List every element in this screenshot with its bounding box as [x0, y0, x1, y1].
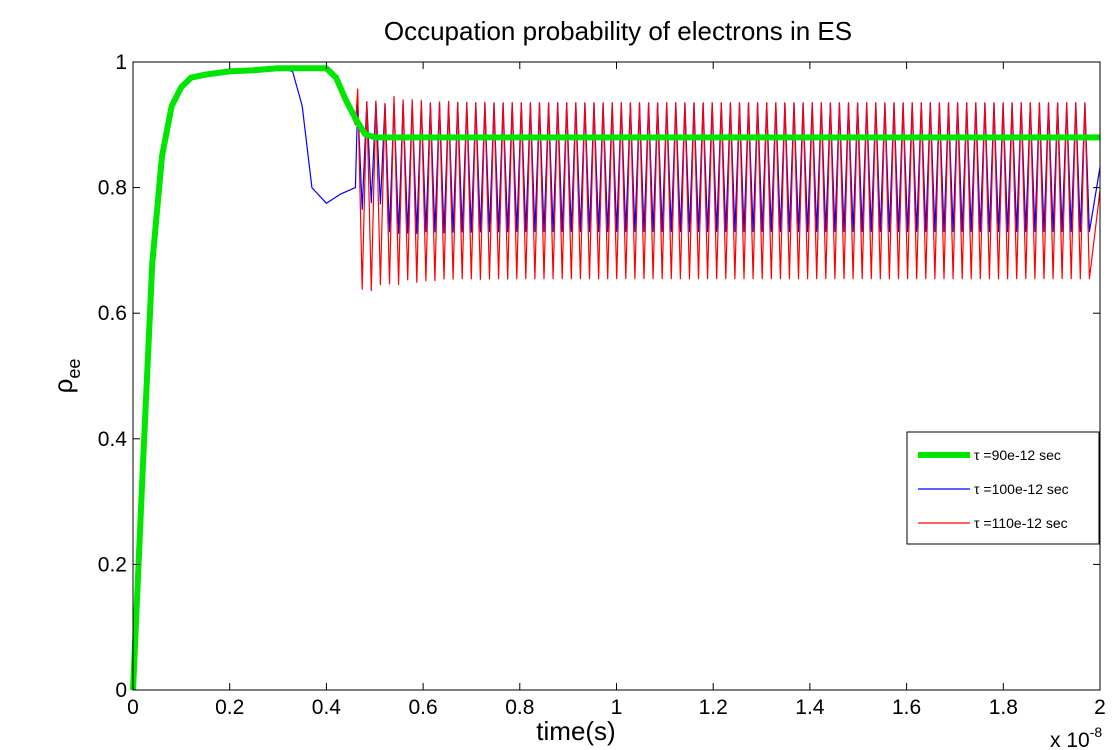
- x-tick-label: 1: [611, 696, 623, 719]
- y-axis-label-subscript: ee: [64, 359, 84, 379]
- series-line-3: [132, 67, 1101, 691]
- x-tick-label: 1.2: [699, 696, 728, 719]
- x-tick-label: 2: [1094, 696, 1106, 719]
- x-axis-multiplier-base: x 10: [1050, 729, 1090, 750]
- x-tick-label: 0.6: [408, 696, 437, 719]
- chart-title: Occupation probability of electrons in E…: [384, 16, 852, 46]
- x-axis-label: time(s): [536, 716, 615, 746]
- x-tick-label: 0: [127, 696, 139, 719]
- x-axis-multiplier-exponent: -8: [1090, 724, 1103, 740]
- y-tick-label: 0.6: [98, 302, 127, 325]
- y-tick-label: 0.8: [98, 177, 127, 200]
- legend-box: [906, 431, 1100, 545]
- series-line-1: [130, 65, 1100, 691]
- legend-entries: τ =90e-12 sec τ =100e-12 sec τ =110e-12 se…: [918, 447, 1069, 531]
- y-tick-label: 0: [115, 679, 127, 702]
- y-tick-label: 0.4: [98, 428, 128, 451]
- legend: τ =90e-12 sec τ =100e-12 sec τ =110e-12 se…: [906, 431, 1100, 545]
- legend-label-1: τ =90e-12 sec: [974, 447, 1061, 463]
- legend-label-3: τ =110e-12 sec: [974, 515, 1068, 531]
- x-tick-label: 0.2: [215, 696, 244, 719]
- x-tick-label: 0.8: [505, 696, 534, 719]
- ticks-layer: 0 0.2 0.4 0.6 0.8 1 1.2 1.4 1.6 1.8 2 0 0.2 0.4 0.6 0.8…: [98, 51, 1106, 719]
- x-tick-label: 1.6: [892, 696, 921, 719]
- x-tick-label: 0.4: [312, 696, 342, 719]
- y-tick-label: 0.2: [98, 553, 127, 576]
- y-axis-label: ρee: [48, 359, 84, 394]
- x-tick-label: 1.4: [795, 696, 825, 719]
- y-axis-label-main: ρ: [48, 379, 78, 394]
- y-tick-label: 1: [115, 51, 127, 74]
- x-tick-label: 1.8: [989, 696, 1018, 719]
- x-axis-multiplier: x 10-8: [1050, 724, 1102, 750]
- series-layer: [130, 65, 1101, 691]
- legend-label-2: τ =100e-12 sec: [974, 481, 1069, 497]
